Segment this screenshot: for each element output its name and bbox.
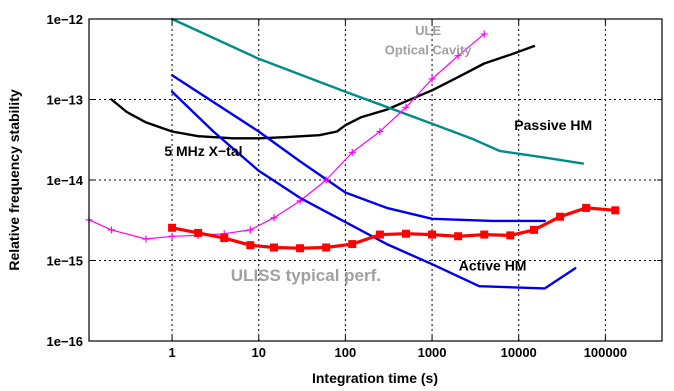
tick-layer: 1 10 100 1000 10000 100000 1e−12 1e−13 1e−14 1e−1… bbox=[46, 12, 662, 360]
x-tick-label: 1 bbox=[168, 345, 175, 360]
data-point bbox=[376, 128, 384, 136]
x-tick-label: 100 bbox=[335, 345, 357, 360]
data-point bbox=[348, 148, 356, 156]
x-tick-label: 10 bbox=[252, 345, 266, 360]
data-point bbox=[480, 230, 489, 239]
x-axis-label: Integration time (s) bbox=[312, 370, 438, 386]
data-point bbox=[168, 223, 177, 232]
data-point bbox=[454, 52, 462, 60]
annotation-label: ULISS typical perf. bbox=[231, 266, 381, 285]
series-line-0 bbox=[110, 44, 536, 140]
y-tick-label: 1e−15 bbox=[46, 254, 83, 269]
y-tick-label: 1e−16 bbox=[46, 334, 83, 349]
data-point bbox=[506, 231, 515, 240]
series-line-2 bbox=[88, 33, 485, 240]
data-point bbox=[246, 226, 254, 234]
annotation-label: ULE bbox=[415, 23, 441, 38]
series-line-3 bbox=[170, 74, 546, 223]
x-tick-label: 1000 bbox=[418, 345, 447, 360]
data-point bbox=[296, 197, 304, 205]
marker-layer bbox=[85, 30, 620, 253]
data-point bbox=[401, 229, 410, 238]
annotation-layer: ULE Optical Cavity Passive HM 5 MHz X−tal Ac… bbox=[164, 23, 592, 285]
data-point bbox=[246, 241, 255, 250]
data-point bbox=[270, 214, 278, 222]
data-point bbox=[348, 240, 357, 249]
data-point bbox=[296, 244, 305, 253]
annotation-label: 5 MHz X−tal bbox=[164, 143, 242, 159]
x-tick-label: 10000 bbox=[501, 345, 537, 360]
series-layer bbox=[88, 17, 617, 290]
grid bbox=[89, 19, 662, 341]
annotation-label: Passive HM bbox=[514, 117, 592, 133]
data-point bbox=[480, 30, 488, 38]
data-point bbox=[428, 75, 436, 83]
data-point bbox=[556, 212, 565, 221]
data-point bbox=[402, 103, 410, 111]
y-tick-label: 1e−12 bbox=[46, 12, 83, 27]
data-point bbox=[142, 235, 150, 243]
data-point bbox=[428, 230, 437, 239]
data-point bbox=[375, 230, 384, 239]
series-line-4 bbox=[170, 90, 577, 290]
y-axis-label: Relative frequency stability bbox=[6, 89, 22, 271]
data-point bbox=[582, 203, 591, 212]
x-tick-label: 100000 bbox=[584, 345, 627, 360]
annotation-label: Active HM bbox=[459, 258, 527, 274]
series-line-1 bbox=[170, 17, 585, 165]
data-point bbox=[108, 226, 116, 234]
data-point bbox=[454, 232, 463, 241]
data-point bbox=[611, 206, 620, 215]
y-tick-label: 1e−14 bbox=[46, 173, 83, 188]
data-point bbox=[529, 225, 538, 234]
y-tick-label: 1e−13 bbox=[46, 93, 83, 108]
series-line-5 bbox=[170, 206, 617, 250]
data-point bbox=[322, 176, 330, 184]
data-point bbox=[322, 243, 331, 252]
annotation-label: Optical Cavity bbox=[385, 43, 472, 58]
data-point bbox=[194, 228, 203, 237]
data-point bbox=[220, 234, 229, 243]
data-point bbox=[269, 243, 278, 252]
data-point bbox=[168, 232, 176, 240]
